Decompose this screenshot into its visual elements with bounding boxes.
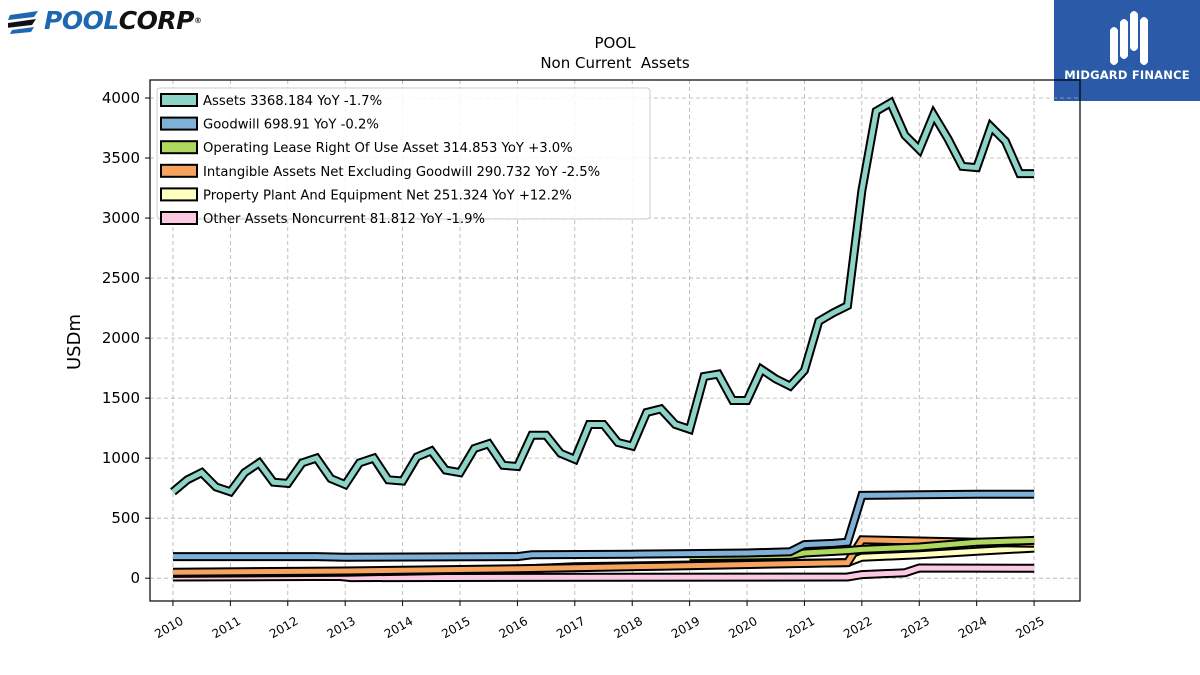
wave-icon	[8, 11, 38, 34]
poolcorp-logo: POOLCORP®	[8, 6, 218, 36]
legend-entry: Operating Lease Right Of Use Asset 314.8…	[203, 141, 573, 156]
x-tick-label: 2015	[439, 614, 472, 641]
x-tick-label: 2022	[841, 614, 874, 641]
legend-entry: Property Plant And Equipment Net 251.324…	[203, 188, 572, 203]
series-line	[171, 99, 1035, 495]
legend-box	[156, 87, 651, 220]
x-tick-label: 2016	[497, 614, 530, 641]
x-tick-label: 2013	[324, 614, 357, 641]
chart-title: POOL	[594, 34, 636, 52]
series-line	[173, 491, 1035, 560]
y-tick-label: 4000	[102, 89, 140, 107]
x-tick-label: 2023	[899, 614, 932, 641]
x-tick-label: 2010	[152, 614, 185, 641]
series-areas	[170, 96, 1035, 583]
plot-frame	[149, 79, 1081, 602]
x-tick-label: 2011	[210, 614, 243, 641]
midgard-finance-logo: MIDGARD FINANCE	[1054, 0, 1200, 101]
y-tick-label: 500	[111, 509, 140, 527]
x-tick-label: 2012	[267, 614, 300, 641]
y-tick-label: 2500	[102, 269, 140, 287]
y-tick-label: 2000	[102, 329, 140, 347]
legend-swatch	[160, 163, 198, 178]
legend-swatch	[160, 187, 198, 202]
legend-entry: Other Assets Noncurrent 81.812 YoY -1.9%	[203, 212, 485, 227]
x-tick-label: 2021	[784, 614, 817, 641]
legend-swatch	[160, 116, 198, 131]
legend-entry: Intangible Assets Net Excluding Goodwill…	[203, 165, 600, 180]
y-tick-label: 1000	[102, 449, 140, 467]
legend: Assets 3368.184 YoY -1.7% Goodwill 698.91…	[156, 87, 651, 227]
x-tick-label: 2017	[554, 614, 587, 641]
midgard-emblem-icon	[1110, 11, 1148, 65]
x-tick-label: 2018	[611, 614, 644, 641]
y-tick-label: 3000	[102, 209, 140, 227]
x-tick-label: 2014	[382, 614, 415, 641]
midgard-finance-label: MIDGARD FINANCE	[1064, 68, 1190, 82]
legend-entry: Goodwill 698.91 YoY -0.2%	[203, 118, 379, 133]
registered-mark: ®	[193, 16, 202, 25]
x-tick-label: 2019	[669, 614, 702, 641]
x-tick-label: 2025	[1013, 614, 1046, 641]
midgard-badge	[1054, 0, 1200, 101]
y-tick-label: 0	[130, 569, 140, 587]
legend-swatch	[160, 93, 198, 107]
logo-text-corp: CORP	[118, 6, 195, 35]
y-axis-label: USDm	[64, 314, 85, 370]
legend-entry: Assets 3368.184 YoY -1.7%	[203, 94, 382, 109]
x-tick-label: 2024	[956, 614, 989, 641]
x-tick-label: 2020	[726, 614, 759, 641]
chart-subtitle: Non Current Assets	[540, 54, 690, 72]
legend-swatch	[160, 140, 198, 155]
y-tick-label: 3500	[102, 149, 140, 167]
logo-text-pool: POOL	[44, 6, 119, 35]
y-tick-label: 1500	[102, 389, 140, 407]
legend-swatch	[160, 211, 198, 225]
